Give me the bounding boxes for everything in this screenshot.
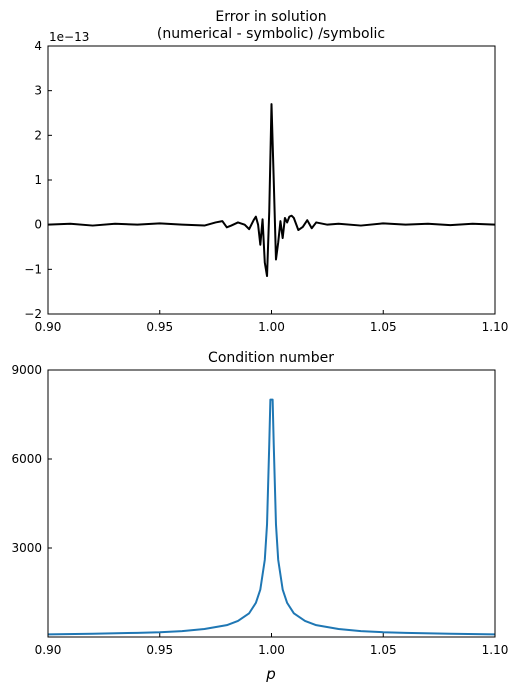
- condition-xtick-label: 1.00: [258, 643, 285, 657]
- error-xtick-label: 1.00: [258, 320, 285, 334]
- error-chart-ticks: 0.90 0.95 1.00 1.05 1.10 −2 −1 0 1 2 3 4: [24, 39, 508, 334]
- condition-xtick-label: 0.95: [146, 643, 173, 657]
- condition-chart: Condition number 0.90 0.95 1.00 1.05 1.10 300…: [11, 350, 508, 683]
- condition-chart-ticks: 0.90 0.95 1.00 1.05 1.10 3000 6000 9000: [11, 363, 508, 657]
- condition-xtick-label: 1.10: [482, 643, 509, 657]
- error-xtick-label: 0.90: [35, 320, 62, 334]
- condition-ytick-label: 9000: [11, 363, 42, 377]
- condition-ytick-label: 6000: [11, 452, 42, 466]
- error-ytick-label: −2: [24, 307, 42, 321]
- error-ytick-label: 4: [34, 39, 42, 53]
- error-ytick-label: 0: [34, 218, 42, 232]
- condition-series-line: [47, 398, 496, 636]
- error-xtick-label: 0.95: [146, 320, 173, 334]
- condition-chart-frame: [47, 369, 496, 638]
- error-xtick-label: 1.05: [370, 320, 397, 334]
- condition-xtick-label: 1.05: [370, 643, 397, 657]
- condition-ytick-label: 3000: [11, 541, 42, 555]
- error-ytick-label: 3: [34, 84, 42, 98]
- error-chart: Error in solution (numerical - symbolic)…: [24, 9, 508, 334]
- error-chart-frame: [47, 45, 496, 315]
- error-chart-offset-label: 1e−13: [49, 30, 89, 44]
- condition-chart-xlabel: p: [265, 665, 276, 683]
- error-chart-subtitle: (numerical - symbolic) /symbolic: [157, 26, 385, 42]
- error-ytick-label: −1: [24, 262, 42, 276]
- condition-xtick-label: 0.90: [35, 643, 62, 657]
- error-xtick-label: 1.10: [482, 320, 509, 334]
- condition-chart-title: Condition number: [208, 350, 334, 366]
- error-chart-title: Error in solution: [215, 9, 326, 25]
- error-ytick-label: 2: [34, 128, 42, 142]
- error-series-line: [47, 103, 496, 278]
- error-ytick-label: 1: [34, 173, 42, 187]
